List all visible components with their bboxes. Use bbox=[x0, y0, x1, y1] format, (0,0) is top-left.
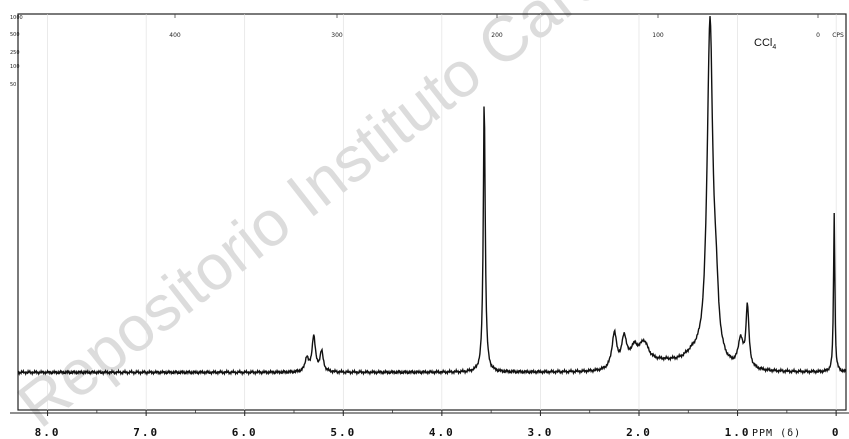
x-tick-label: 6.0 bbox=[232, 426, 258, 439]
left-scale: 1000 500 250 100 50 bbox=[10, 15, 23, 88]
solvent-label-text: CCl bbox=[754, 37, 772, 49]
left-scale-label: 1000 bbox=[10, 15, 23, 21]
left-scale-label: 50 bbox=[10, 82, 16, 88]
solvent-label-subscript: 4 bbox=[772, 44, 776, 51]
left-scale-label: 100 bbox=[10, 64, 20, 70]
x-tick-label: 0 bbox=[832, 426, 841, 439]
x-tick-label: 5.0 bbox=[330, 426, 356, 439]
top-scale-label: 300 bbox=[331, 32, 343, 39]
spectrum-line bbox=[17, 16, 847, 377]
x-gridlines bbox=[47, 14, 837, 413]
left-scale-label: 250 bbox=[10, 50, 20, 56]
top-scale-label: 200 bbox=[491, 32, 503, 39]
left-scale-label: 500 bbox=[10, 32, 20, 38]
x-tick-label: 3.0 bbox=[527, 426, 553, 439]
top-scale-unit: CPS bbox=[832, 32, 844, 39]
top-scale: 400 300 200 100 0 CPS bbox=[169, 14, 844, 39]
x-tick-label: 7.0 bbox=[133, 426, 159, 439]
x-tick-label: 1.0 bbox=[725, 426, 751, 439]
top-scale-label: 0 bbox=[816, 32, 820, 39]
top-scale-label: 100 bbox=[652, 32, 664, 39]
top-scale-label: 400 bbox=[169, 32, 181, 39]
plot-frame bbox=[17, 13, 847, 411]
x-tick-label: 2.0 bbox=[626, 426, 652, 439]
solvent-label: CCl4 bbox=[754, 37, 776, 51]
x-tick-label: 8.0 bbox=[35, 426, 61, 439]
x-axis-title: PPM (δ) bbox=[752, 428, 801, 439]
x-axis-ticks: 8.0 7.0 6.0 5.0 4.0 3.0 2.0 1.0 0 bbox=[35, 410, 841, 439]
x-tick-label: 4.0 bbox=[429, 426, 455, 439]
